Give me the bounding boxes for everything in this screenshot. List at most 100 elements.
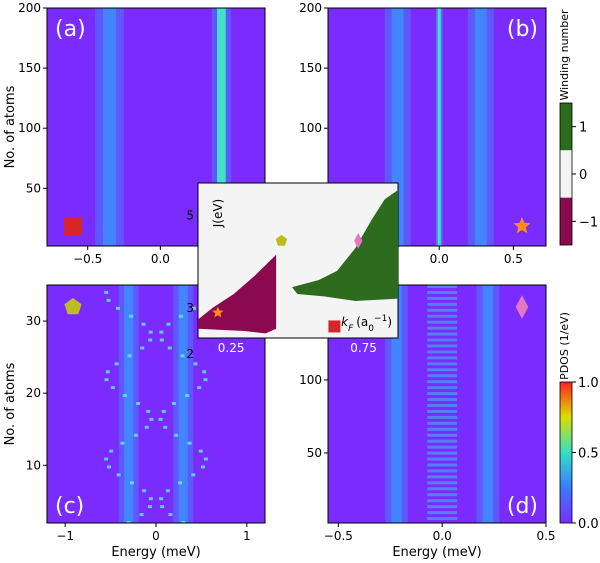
heatmap-dot bbox=[167, 346, 172, 350]
inset-y-tick-label: 2 bbox=[186, 347, 194, 361]
heatmap-dot bbox=[203, 378, 208, 382]
heatmap-dot bbox=[181, 521, 186, 523]
heatmap-band bbox=[391, 8, 404, 246]
x-tick-label: 0.5 bbox=[536, 529, 555, 543]
heatmap-dot bbox=[165, 489, 170, 493]
y-tick-label: 100 bbox=[18, 121, 41, 135]
heatmap-dot bbox=[133, 433, 138, 437]
panel-c: −1 0 1 10 20 30 No. of atoms Energy (meV) (c) bbox=[3, 284, 266, 560]
panel-label: (c) bbox=[55, 494, 84, 519]
x-tick-label: 0.0 bbox=[151, 252, 170, 266]
panel-marker bbox=[515, 295, 529, 319]
y-axis-label: No. of atoms bbox=[3, 362, 18, 445]
winding-colorbar-label: Winding number bbox=[558, 9, 571, 101]
y-tick-label: 30 bbox=[26, 314, 41, 328]
winding-tick-label: −1 bbox=[579, 215, 598, 230]
heatmap-dot bbox=[168, 513, 173, 517]
panel-d: −0.5 0.0 0.5 50 100 Energy (meV) (d) bbox=[299, 284, 556, 560]
heatmap-features bbox=[385, 285, 500, 523]
heatmap-stripe bbox=[427, 511, 458, 515]
inset-marker bbox=[212, 306, 224, 318]
inset-x-tick-label: 0.75 bbox=[350, 341, 377, 355]
inset-xlabel-k: k bbox=[341, 315, 349, 329]
heatmap-stripe bbox=[427, 332, 458, 336]
panel-marker bbox=[64, 298, 82, 315]
heatmap-stripe bbox=[427, 457, 458, 461]
heatmap-dot bbox=[163, 425, 168, 429]
inset-xlabel-sup: −1 bbox=[374, 314, 387, 324]
panel-label: (d) bbox=[507, 494, 538, 519]
heatmap-stripe bbox=[427, 356, 458, 360]
panel-marker bbox=[513, 217, 531, 234]
heatmap-stripe bbox=[427, 285, 458, 288]
winding-tick-label: 1 bbox=[579, 121, 587, 136]
heatmap-dot bbox=[141, 322, 146, 326]
heatmap-stripe bbox=[427, 362, 458, 366]
heatmap-dot bbox=[129, 481, 134, 485]
pdos-tick-label: 0.0 bbox=[578, 517, 599, 532]
inset-xlabel-sub0: 0 bbox=[368, 324, 374, 334]
panel-marker bbox=[64, 217, 82, 235]
heatmap-dot bbox=[126, 521, 131, 523]
inset-xlabel-close: ) bbox=[387, 315, 392, 329]
y-tick-label: 50 bbox=[26, 181, 41, 195]
heatmap-stripe bbox=[427, 320, 458, 324]
inset-y-tick-label: 5 bbox=[186, 208, 194, 222]
heatmap-stripe bbox=[427, 296, 458, 300]
heatmap-dot bbox=[104, 290, 109, 294]
heatmap-stripe bbox=[427, 314, 458, 318]
heatmap-stripe bbox=[427, 380, 458, 384]
heatmap-stripe bbox=[427, 499, 458, 503]
pdos-colorbar-label: PDOS (1/eV) bbox=[558, 312, 571, 380]
heatmap-dot bbox=[116, 473, 121, 477]
heatmap-stripe bbox=[427, 451, 458, 455]
pdos-colorbar bbox=[559, 381, 573, 524]
x-tick-label: 0.0 bbox=[430, 252, 449, 266]
heatmap-band bbox=[102, 8, 117, 246]
heatmap-stripe bbox=[427, 308, 458, 312]
x-tick-label: 0.5 bbox=[504, 252, 523, 266]
heatmap-dot bbox=[139, 513, 144, 517]
heatmap-dot bbox=[158, 417, 163, 421]
inset-x-axis-label: kF (a0−1) bbox=[341, 314, 392, 334]
x-axis-label: Energy (meV) bbox=[392, 545, 481, 560]
plot-frame bbox=[327, 284, 547, 524]
pdos-tick-label: 1.0 bbox=[578, 376, 599, 391]
heatmap-stripe bbox=[427, 517, 458, 521]
heatmap-dot bbox=[178, 314, 183, 318]
heatmap-band bbox=[474, 8, 487, 246]
heatmap-dot bbox=[166, 322, 171, 326]
heatmap-features bbox=[384, 8, 494, 246]
heatmap-dot bbox=[171, 402, 176, 405]
x-tick-label: 0.0 bbox=[433, 529, 452, 543]
heatmap-dot bbox=[148, 497, 153, 501]
heatmap-dot bbox=[203, 457, 208, 461]
heatmap-dot bbox=[202, 370, 207, 374]
heatmap-dot bbox=[187, 441, 192, 445]
heatmap-dot bbox=[116, 306, 121, 310]
pdos-tick-label: 0.5 bbox=[578, 447, 599, 462]
x-tick-label: −0.5 bbox=[324, 529, 353, 543]
inset-marker bbox=[328, 320, 341, 333]
heatmap-dot bbox=[174, 433, 179, 437]
x-tick-label: −1 bbox=[56, 529, 74, 543]
heatmap-dot bbox=[142, 489, 147, 493]
y-tick-label: 100 bbox=[299, 121, 322, 135]
y-tick-label: 50 bbox=[307, 446, 322, 460]
heatmap-dot bbox=[114, 362, 119, 366]
panel-a: −0.5 0.0 50 100 150 200 No. of atoms (a) bbox=[3, 1, 266, 266]
heatmap-dot bbox=[147, 505, 152, 509]
heatmap-stripe bbox=[427, 505, 458, 509]
heatmap-stripe bbox=[427, 302, 458, 306]
heatmap-dot bbox=[180, 354, 185, 358]
heatmap-stripe bbox=[427, 433, 458, 437]
heatmap-stripe bbox=[427, 350, 458, 354]
heatmap-band bbox=[217, 8, 226, 246]
heatmap-band bbox=[437, 8, 441, 246]
y-tick-label: 10 bbox=[26, 458, 41, 472]
x-axis-label: Energy (meV) bbox=[111, 545, 200, 560]
heatmap-stripe bbox=[427, 487, 458, 491]
plot-frame bbox=[46, 7, 266, 247]
heatmap-stripe bbox=[427, 475, 458, 479]
heatmap-dot bbox=[159, 330, 164, 334]
